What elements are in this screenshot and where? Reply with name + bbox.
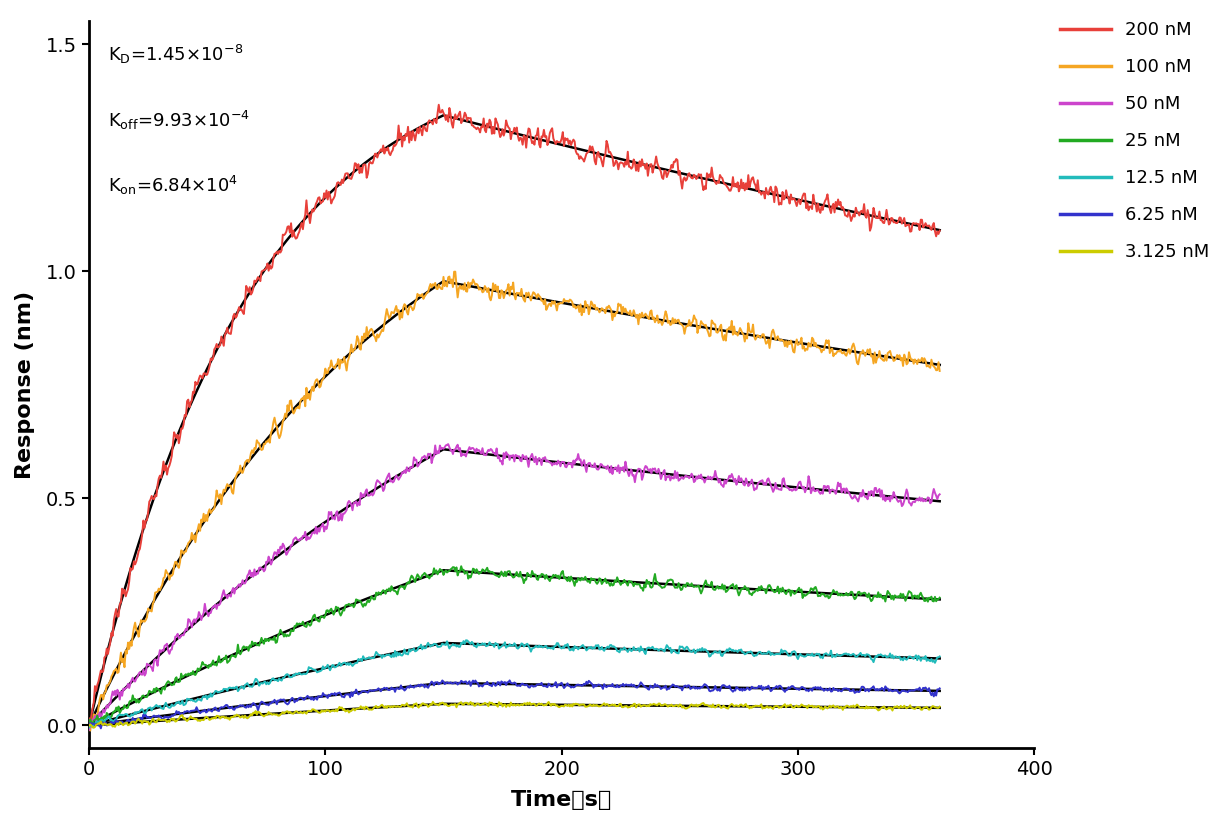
- 3.125 nM: [306, 705, 320, 714]
- 50 nM: [584, 462, 599, 472]
- 25 nM: [669, 582, 684, 592]
- 3.125 nM: [81, 721, 96, 731]
- 100 nM: [585, 299, 600, 309]
- 12.5 nM: [933, 652, 947, 662]
- 12.5 nM: [503, 639, 517, 649]
- 3.125 nM: [856, 703, 871, 713]
- Line: 12.5 nM: 12.5 nM: [89, 640, 940, 728]
- 50 nM: [306, 528, 320, 538]
- 100 nM: [270, 422, 285, 431]
- 12.5 nM: [306, 665, 320, 675]
- 100 nM: [448, 266, 463, 276]
- Line: 50 nM: 50 nM: [89, 444, 940, 730]
- 12.5 nM: [669, 648, 684, 658]
- Line: 3.125 nM: 3.125 nM: [89, 702, 940, 728]
- 200 nM: [933, 225, 947, 235]
- Text: K$_\mathrm{on}$=6.84×10$^{4}$: K$_\mathrm{on}$=6.84×10$^{4}$: [108, 174, 238, 197]
- 200 nM: [585, 142, 600, 152]
- 100 nM: [81, 723, 96, 733]
- 50 nM: [501, 450, 516, 460]
- Text: K$_\mathrm{D}$=1.45×10$^{-8}$: K$_\mathrm{D}$=1.45×10$^{-8}$: [108, 43, 243, 66]
- Y-axis label: Response (nm): Response (nm): [15, 290, 34, 478]
- 100 nM: [306, 386, 320, 396]
- 3.125 nM: [270, 710, 285, 719]
- Line: 200 nM: 200 nM: [89, 105, 940, 724]
- 25 nM: [933, 592, 947, 602]
- 200 nM: [431, 100, 446, 110]
- 3.125 nM: [503, 701, 517, 711]
- 6.25 nM: [585, 680, 600, 690]
- 25 nM: [585, 574, 600, 584]
- 25 nM: [81, 718, 96, 728]
- 3.125 nM: [585, 701, 600, 711]
- 25 nM: [856, 587, 871, 597]
- 100 nM: [856, 348, 871, 358]
- 12.5 nM: [85, 723, 100, 733]
- 100 nM: [669, 318, 684, 328]
- 50 nM: [855, 485, 870, 495]
- 100 nM: [83, 726, 97, 736]
- 50 nM: [668, 466, 683, 476]
- 6.25 nM: [94, 724, 108, 733]
- Line: 100 nM: 100 nM: [89, 271, 940, 731]
- 25 nM: [85, 720, 100, 730]
- 200 nM: [856, 199, 871, 209]
- 12.5 nM: [270, 676, 285, 686]
- 3.125 nM: [933, 702, 947, 712]
- 6.25 nM: [669, 681, 684, 691]
- 50 nM: [81, 725, 96, 735]
- 6.25 nM: [933, 683, 947, 693]
- 3.125 nM: [669, 700, 684, 710]
- 200 nM: [81, 714, 96, 724]
- Legend: 200 nM, 100 nM, 50 nM, 25 nM, 12.5 nM, 6.25 nM, 3.125 nM: 200 nM, 100 nM, 50 nM, 25 nM, 12.5 nM, 6…: [1053, 14, 1217, 268]
- 200 nM: [503, 124, 517, 134]
- 25 nM: [453, 561, 468, 571]
- 50 nM: [441, 439, 456, 449]
- 200 nM: [83, 719, 97, 728]
- 6.25 nM: [503, 676, 517, 686]
- 50 nM: [933, 489, 947, 499]
- Line: 25 nM: 25 nM: [89, 566, 940, 725]
- 6.25 nM: [856, 682, 871, 692]
- 6.25 nM: [501, 677, 516, 687]
- 200 nM: [270, 247, 285, 257]
- 50 nM: [269, 548, 283, 558]
- 6.25 nM: [306, 695, 320, 705]
- 12.5 nM: [856, 650, 871, 660]
- 200 nM: [669, 154, 684, 164]
- 25 nM: [503, 566, 517, 576]
- 100 nM: [503, 290, 517, 300]
- X-axis label: Time（s）: Time（s）: [511, 790, 612, 810]
- 12.5 nM: [458, 635, 473, 645]
- 6.25 nM: [270, 700, 285, 710]
- 25 nM: [306, 610, 320, 620]
- 12.5 nM: [81, 723, 96, 733]
- 25 nM: [270, 637, 285, 647]
- 12.5 nM: [585, 644, 600, 653]
- 3.125 nM: [86, 723, 101, 733]
- 3.125 nM: [425, 697, 440, 707]
- 6.25 nM: [81, 720, 96, 730]
- 100 nM: [933, 366, 947, 376]
- 200 nM: [306, 206, 320, 216]
- Text: K$_\mathrm{off}$=9.93×10$^{-4}$: K$_\mathrm{off}$=9.93×10$^{-4}$: [108, 109, 250, 132]
- Line: 6.25 nM: 6.25 nM: [89, 681, 940, 728]
